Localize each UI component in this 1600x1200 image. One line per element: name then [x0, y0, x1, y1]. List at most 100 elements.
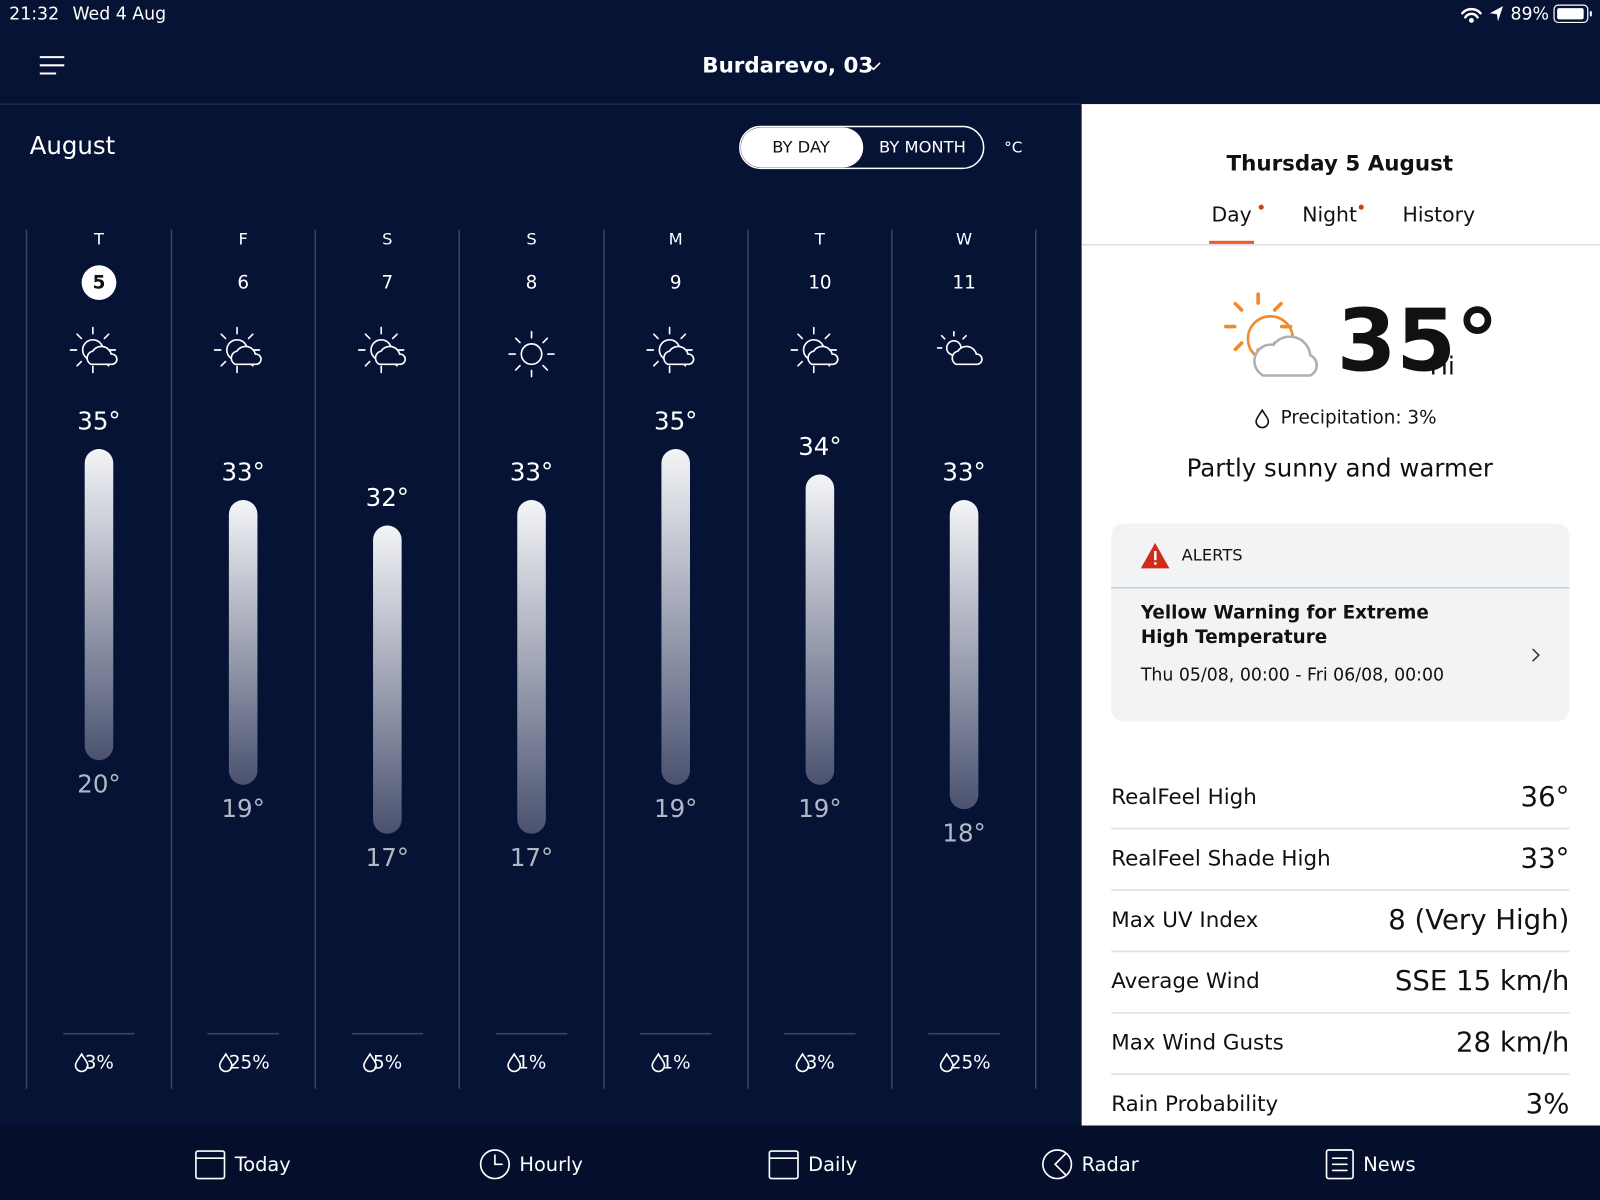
nav-icon: [195, 1150, 226, 1180]
tab-dot: [1358, 204, 1364, 210]
tab[interactable]: History: [1403, 202, 1476, 226]
detail-title: Thursday 5 August: [1226, 151, 1453, 176]
weather-icon: [790, 326, 839, 374]
location-title[interactable]: Burdarevo, 03: [702, 53, 873, 78]
status-time: 21:32: [9, 4, 59, 24]
temperature-bar: [228, 500, 258, 785]
nav-label: News: [1363, 1153, 1415, 1176]
temperature-bar: [949, 500, 979, 810]
menu-button[interactable]: [39, 56, 65, 75]
day-column[interactable]: W 11 33° 18° 25%: [928, 229, 1000, 1073]
sun-rays: [936, 330, 967, 349]
weekday: T: [814, 229, 826, 248]
cloud: [86, 345, 118, 366]
alerts-card[interactable]: [1111, 523, 1570, 722]
month-label: August: [30, 131, 116, 160]
low-temperature: 18°: [942, 819, 985, 848]
battery-level: 89%: [1510, 4, 1549, 24]
nav-item[interactable]: Radar: [1042, 1149, 1139, 1180]
temperature-bar: [517, 500, 546, 834]
calendar: [195, 1150, 226, 1180]
news: [1325, 1149, 1354, 1180]
low-temperature: 20°: [77, 770, 120, 799]
radar: [1042, 1149, 1073, 1180]
weather-icon: [69, 326, 118, 374]
day-column[interactable]: T 5 35° 20° 3%: [63, 229, 135, 1073]
day-column[interactable]: T 10 34° 19° 3%: [784, 229, 856, 1073]
high-temperature: 32°: [366, 483, 409, 512]
low-temperature: 17°: [366, 843, 409, 872]
day-column[interactable]: S 7 32° 17° 5%: [351, 229, 424, 1073]
cloud: [374, 345, 407, 366]
day-column[interactable]: F 6 33° 19° 25%: [207, 229, 279, 1073]
detail-summary: Partly sunny and warmer: [1187, 453, 1494, 482]
alert-icon: [1140, 542, 1170, 569]
clock-hands: [494, 1154, 503, 1166]
nav-item[interactable]: News: [1325, 1149, 1416, 1180]
nav-label: Radar: [1082, 1153, 1139, 1176]
day-column[interactable]: S 8 33° 17° 1%: [495, 229, 568, 1073]
date: 8: [526, 273, 538, 294]
date: 9: [670, 273, 682, 294]
weather-icon: [508, 330, 555, 378]
high-temperature: 33°: [221, 457, 264, 486]
nav-label: Today: [234, 1153, 291, 1176]
location-icon: [1489, 6, 1504, 22]
nav-label: Daily: [808, 1153, 857, 1176]
selected-date: [81, 265, 117, 300]
temperature-bar: [84, 448, 114, 761]
row-label: Rain Probability: [1111, 1092, 1278, 1117]
alert-time: Thu 05/08, 00:00 - Fri 06/08, 00:00: [1140, 666, 1444, 686]
date: 10: [808, 273, 831, 294]
temperature-bar: [661, 448, 690, 785]
date: 6: [237, 273, 249, 294]
tab[interactable]: Day: [1211, 202, 1251, 226]
unit-toggle[interactable]: °C: [1004, 138, 1022, 156]
precipitation: 1%: [661, 1052, 690, 1073]
row-value: 33°: [1521, 842, 1570, 874]
nav-items: Today Hourly Daily Radar News: [195, 1149, 1416, 1180]
wifi-icon: [1461, 7, 1482, 23]
weekday: F: [238, 229, 247, 248]
battery-icon: [1553, 4, 1592, 24]
news-lines: [1331, 1157, 1348, 1172]
nav-item[interactable]: Hourly: [479, 1149, 583, 1180]
precipitation: 25%: [950, 1052, 991, 1073]
nav-icon: [768, 1150, 799, 1180]
nav-item[interactable]: Today: [195, 1150, 291, 1180]
row-label: Max Wind Gusts: [1111, 1031, 1284, 1056]
nav-icon: [1042, 1149, 1073, 1180]
low-temperature: 19°: [221, 794, 264, 823]
weekday: S: [382, 229, 392, 248]
weekday: S: [526, 229, 536, 248]
detail-temperature: 35°: [1337, 291, 1499, 391]
calendar: [768, 1150, 799, 1180]
alerts-heading: ALERTS: [1182, 546, 1243, 565]
row-label: Average Wind: [1111, 969, 1260, 994]
date: 11: [952, 273, 975, 294]
low-temperature: 19°: [654, 794, 697, 823]
weather-icon: [357, 326, 407, 374]
alert-title: Yellow Warning for Extreme High Temperat…: [1140, 602, 1429, 648]
location-chevron[interactable]: [866, 62, 881, 71]
row-value: 28 km/h: [1456, 1027, 1569, 1059]
toggle-by-month[interactable]: BY MONTH: [879, 137, 966, 156]
toggle-selected: [740, 127, 864, 168]
nav-item[interactable]: Daily: [768, 1150, 857, 1180]
precipitation: 3%: [806, 1052, 835, 1073]
low-temperature: 19°: [798, 794, 841, 823]
sun: [520, 343, 543, 366]
day-columns: T 5 35° 20° 3% F 6 33° 19° 25% S 7 32° 17° 5% S 8 33° 17° 1…: [25, 229, 1037, 1089]
cloud: [951, 345, 983, 366]
alert-chevron[interactable]: [1532, 648, 1540, 662]
status-date: Wed 4 Aug: [72, 4, 166, 24]
temperature-bar: [805, 474, 835, 785]
tab[interactable]: Night: [1302, 202, 1357, 226]
day-column[interactable]: M 9 35° 19° 1%: [640, 229, 712, 1073]
toggle-by-day[interactable]: BY DAY: [772, 137, 830, 156]
tab-underline: [1209, 240, 1255, 244]
nav-icon: [1325, 1149, 1354, 1180]
high-temperature: 35°: [654, 406, 697, 435]
